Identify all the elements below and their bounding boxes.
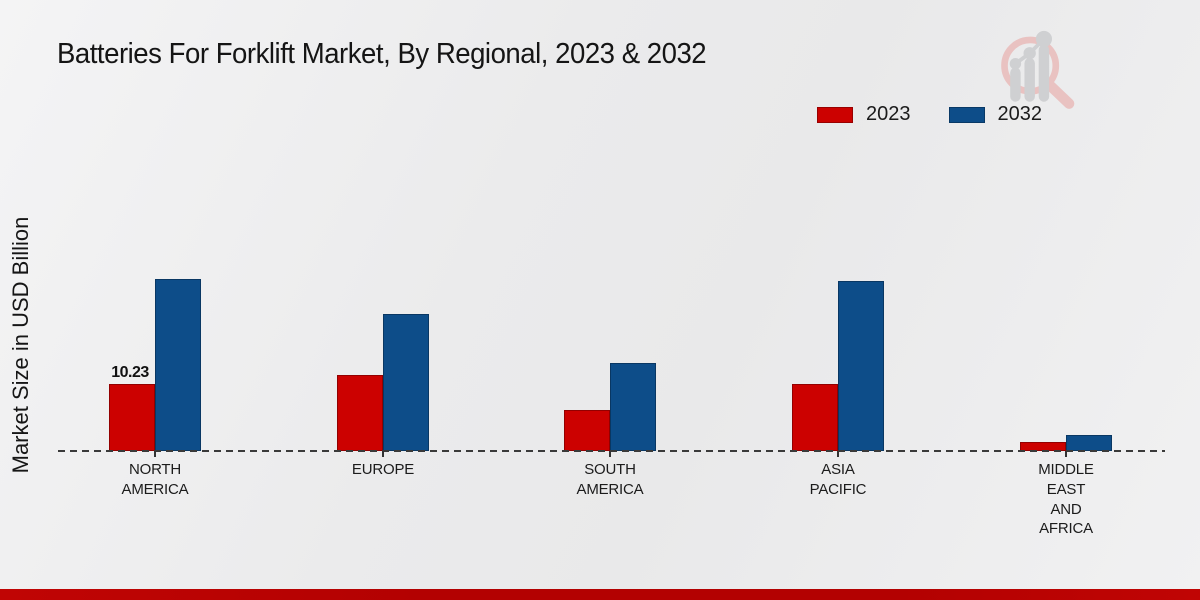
bar-2023-asia-pacific [792, 384, 838, 451]
category-label-middle-east-and-africa: MIDDLE EAST AND AFRICA [1038, 461, 1094, 538]
bar-2032-middle-east-and-africa [1066, 435, 1112, 451]
chart-title: Batteries For Forklift Market, By Region… [57, 38, 707, 70]
x-axis-tick [609, 451, 611, 457]
bar-2023-europe [337, 375, 383, 451]
magnifier-chart-logo-icon [1001, 30, 1075, 109]
x-axis-line [58, 450, 1165, 452]
bar-2032-north-america [155, 279, 201, 451]
x-axis-tick [382, 451, 384, 457]
legend-swatch-2032 [948, 106, 985, 123]
bar-2032-asia-pacific [838, 281, 884, 451]
bar-2032-europe [383, 314, 429, 451]
category-label-south-america: SOUTH AMERICA [576, 461, 644, 498]
category-label-north-america: NORTH AMERICA [121, 461, 189, 498]
bar-2023-north-america [109, 384, 155, 451]
bar-2023-south-america [564, 410, 610, 451]
legend-label-2032: 2032 [997, 103, 1043, 125]
bar-2032-south-america [610, 363, 656, 451]
category-label-asia-pacific: ASIA PACIFIC [809, 461, 867, 498]
footer-accent-bar [0, 589, 1200, 600]
x-axis-tick [154, 451, 156, 457]
legend-label-2023: 2023 [866, 103, 911, 125]
legend-item-2023: 2023 [817, 103, 911, 126]
x-axis-tick [1065, 451, 1067, 457]
category-label-europe: EUROPE [351, 461, 415, 478]
bar-value-label: 10.23 [111, 364, 149, 381]
legend: 2023 2032 [817, 103, 1042, 126]
legend-item-2032: 2032 [948, 103, 1043, 126]
x-axis-tick [837, 451, 839, 457]
legend-swatch-2023 [817, 106, 853, 123]
